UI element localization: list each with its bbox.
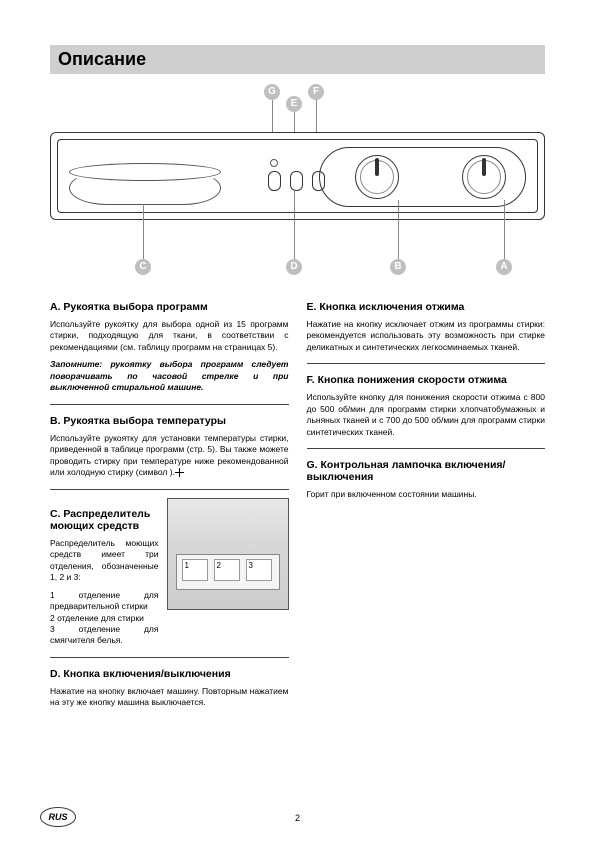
content-columns: A. Рукоятка выбора программ Используйте … [50,291,545,715]
compartment-3: 3 [246,559,272,581]
section-c-textcol: C. Распределитель моющих средств Распред… [50,498,159,647]
section-a-title: A. Рукоятка выбора программ [50,301,289,313]
section-e-text: Нажатие на кнопку исключает отжим из про… [307,319,546,353]
section-c-title: C. Распределитель моющих средств [50,508,159,532]
page-title: Описание [58,49,537,70]
section-f-text: Используйте кнопку для понижения скорост… [307,392,546,438]
section-c-li1: 1 отделение для предварительной стирки [50,590,159,613]
page-number: 2 [295,813,300,823]
section-a-note: Запомните: рукоятку выбора программ след… [50,359,289,393]
section-c-li2: 2 отделение для стирки [50,613,159,624]
left-column: A. Рукоятка выбора программ Используйте … [50,291,289,715]
section-f-title: F. Кнопка понижения скорости отжима [307,374,546,386]
callout-c: C [135,259,151,275]
section-d-title: D. Кнопка включения/выключения [50,668,289,680]
language-badge: RUS [40,807,76,827]
section-b-title: B. Рукоятка выбора температуры [50,415,289,427]
callout-line [398,200,399,259]
divider [307,448,546,449]
divider [50,657,289,658]
section-b-text: Используйте рукоятку для установки темпе… [50,433,289,479]
program-knob [462,155,506,199]
callout-line [504,200,505,259]
divider [50,404,289,405]
dispenser-photo: 1 2 3 [167,498,289,610]
section-a-text: Используйте рукоятку для выбора одной из… [50,319,289,353]
header-bar: Описание [50,45,545,74]
callout-line [143,204,144,259]
panel-button [290,171,303,191]
washer-panel [50,132,545,220]
snowflake-icon [175,468,184,477]
section-c-li3: 3 отделение для смягчителя белья. [50,624,159,647]
callout-a: A [496,259,512,275]
section-g-text: Горит при включенном состоянии машины. [307,489,546,500]
callout-line [294,190,295,259]
section-c-p1: Распределитель моющих средств имеет три … [50,538,159,584]
divider [307,363,546,364]
callout-b: B [390,259,406,275]
indicator-led [270,159,278,167]
section-d-text: Нажатие на кнопку включает машину. Повто… [50,686,289,709]
compartment-1: 1 [182,559,208,581]
control-panel-diagram: G E F C D B A [50,84,545,279]
page: Описание G E F C D B A [0,0,595,841]
compartment-2: 2 [214,559,240,581]
detergent-drawer-outline [69,171,221,205]
section-g-title: G. Контрольная лампочка включения/ выклю… [307,459,546,483]
callout-g: G [264,84,280,100]
callout-d: D [286,259,302,275]
section-b-span: Используйте рукоятку для установки темпе… [50,433,289,477]
divider [50,489,289,490]
right-column: E. Кнопка исключения отжима Нажатие на к… [307,291,546,715]
temperature-knob [355,155,399,199]
callout-f: F [308,84,324,100]
panel-button [268,171,281,191]
section-e-title: E. Кнопка исключения отжима [307,301,546,313]
callout-e: E [286,96,302,112]
section-c-row: C. Распределитель моющих средств Распред… [50,498,289,647]
